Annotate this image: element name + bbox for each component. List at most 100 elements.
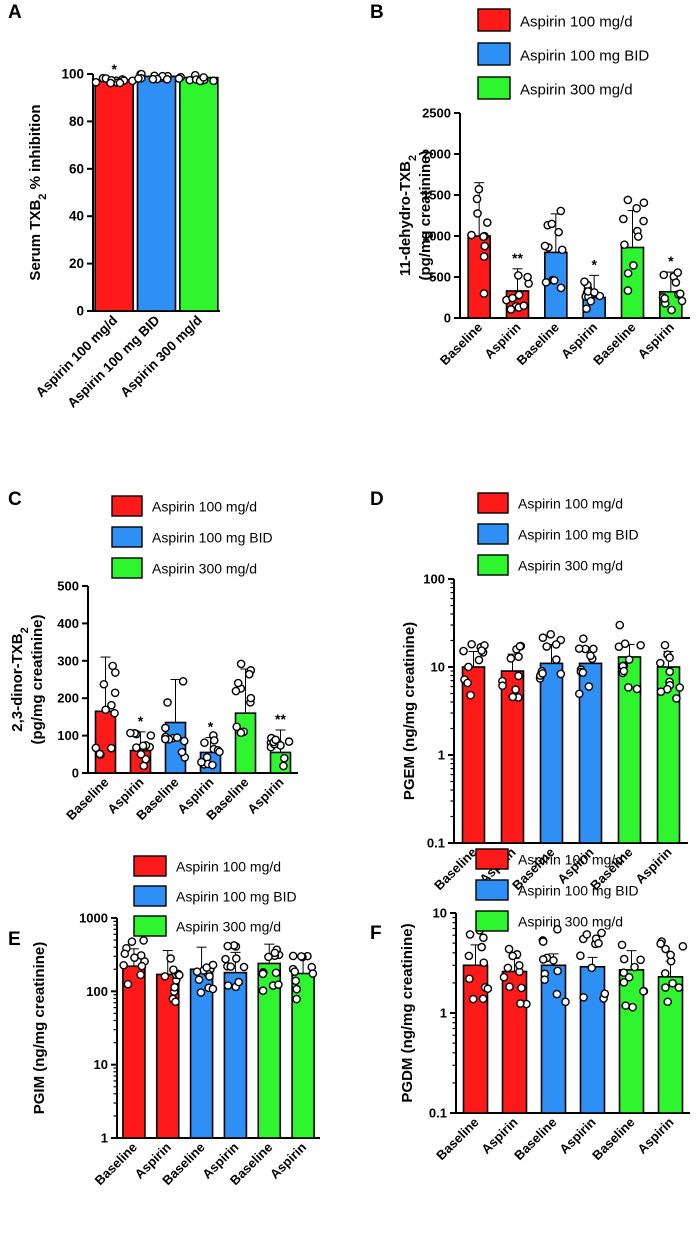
data-point bbox=[178, 677, 188, 686]
data-point bbox=[549, 956, 558, 965]
bar bbox=[461, 666, 486, 844]
data-point bbox=[508, 293, 517, 303]
data-point bbox=[540, 975, 549, 984]
y-tick-label: 300 bbox=[57, 653, 79, 668]
y-tick-label: 1500 bbox=[422, 188, 451, 203]
significance-marker: ** bbox=[512, 250, 523, 266]
legend-label: Aspirin 100 mg BID bbox=[152, 530, 273, 546]
y-tick-label: 500 bbox=[429, 270, 451, 285]
bar bbox=[136, 75, 177, 312]
data-point bbox=[161, 723, 170, 733]
data-point bbox=[551, 655, 561, 664]
data-point bbox=[584, 682, 594, 691]
data-point bbox=[540, 241, 550, 251]
data-point bbox=[619, 954, 629, 964]
data-point bbox=[107, 700, 116, 710]
data-point bbox=[579, 634, 588, 644]
y-tick-label: 100 bbox=[61, 67, 84, 82]
data-point bbox=[576, 951, 585, 961]
data-point bbox=[132, 743, 141, 752]
data-point bbox=[160, 734, 170, 744]
data-point bbox=[639, 198, 649, 208]
legend-swatch bbox=[111, 557, 143, 579]
data-point bbox=[179, 736, 189, 746]
legend: Aspirin 100 mg/d Aspirin 100 mg BID Aspiri… bbox=[475, 848, 639, 932]
data-point bbox=[556, 206, 566, 216]
bar bbox=[257, 962, 282, 1139]
data-point bbox=[630, 962, 639, 972]
y-tick-label: 0 bbox=[76, 304, 84, 319]
x-tick-label: Baseline bbox=[590, 320, 638, 368]
panel-d: D 0.1 1 10 100 PGEM (ng/mg creatinine) Baselin… bbox=[370, 489, 688, 893]
data-point bbox=[557, 245, 567, 255]
data-point bbox=[508, 692, 518, 702]
data-point bbox=[656, 939, 665, 949]
data-point bbox=[579, 993, 588, 1002]
y-tick-label: 1000 bbox=[79, 911, 108, 926]
legend-label: Aspirin 300 mg/d bbox=[520, 82, 633, 99]
bar bbox=[500, 670, 525, 844]
y-tick-label: 500 bbox=[57, 579, 79, 594]
legend-swatch bbox=[477, 554, 509, 576]
data-point bbox=[120, 949, 130, 959]
y-tick-label: 0.1 bbox=[429, 1106, 447, 1121]
legend-swatch bbox=[111, 495, 143, 517]
y-tick-label: 60 bbox=[69, 161, 84, 176]
x-tick-label: Aspirin bbox=[635, 319, 677, 361]
data-point bbox=[194, 975, 204, 985]
y-tick-label: 0 bbox=[72, 766, 79, 781]
data-point bbox=[538, 633, 548, 642]
panel-label: A bbox=[8, 2, 22, 23]
data-point bbox=[467, 230, 476, 240]
data-point bbox=[200, 738, 209, 748]
legend: Aspirin 100 mg/d Aspirin 100 mg BID Aspiri… bbox=[477, 8, 649, 100]
y-axis-label: PGEM (ng/mg creatinine) bbox=[401, 622, 418, 800]
data-point bbox=[127, 937, 137, 946]
data-point bbox=[665, 653, 674, 662]
data-point bbox=[271, 735, 280, 745]
data-point bbox=[660, 640, 670, 650]
data-point bbox=[292, 994, 301, 1004]
data-point bbox=[91, 743, 101, 753]
data-point bbox=[503, 963, 513, 973]
bar bbox=[122, 965, 146, 1139]
data-point bbox=[589, 644, 598, 654]
bar bbox=[501, 970, 528, 1114]
x-tick-label: Baseline bbox=[431, 845, 479, 893]
data-point bbox=[106, 78, 115, 88]
data-point bbox=[519, 301, 529, 311]
data-point bbox=[617, 940, 627, 950]
legend-swatch bbox=[477, 42, 511, 66]
panel-a: A 0 20 40 60 80 100 Serum TXB2 % inhibition * Asp… bbox=[8, 2, 220, 411]
data-point bbox=[466, 690, 475, 700]
data-point bbox=[171, 997, 180, 1007]
data-point bbox=[624, 972, 634, 982]
legend-label: Aspirin 300 mg/d bbox=[152, 561, 257, 577]
data-point bbox=[619, 666, 629, 676]
data-point bbox=[111, 668, 120, 677]
data-point bbox=[472, 194, 482, 204]
data-point bbox=[468, 994, 478, 1004]
data-point bbox=[480, 241, 490, 251]
data-point bbox=[594, 938, 603, 948]
data-point bbox=[479, 933, 488, 943]
panel-label: E bbox=[8, 929, 21, 950]
data-point bbox=[661, 983, 670, 992]
data-point bbox=[671, 278, 681, 287]
data-point bbox=[134, 74, 143, 83]
data-point bbox=[620, 639, 630, 648]
data-point bbox=[620, 240, 629, 250]
data-point bbox=[667, 305, 676, 315]
y-axis-label-main: 11-dehydro-TXB bbox=[397, 161, 414, 276]
legend-label: Aspirin 100 mg BID bbox=[176, 889, 297, 905]
y-tick-label: 100 bbox=[423, 572, 445, 587]
data-point bbox=[665, 667, 675, 677]
y-tick-label: 40 bbox=[69, 209, 84, 224]
data-point bbox=[556, 283, 566, 293]
data-point bbox=[106, 743, 116, 753]
data-point bbox=[284, 737, 294, 746]
legend-label: Aspirin 300 mg/d bbox=[518, 914, 623, 930]
y-tick-label: 200 bbox=[57, 691, 79, 706]
data-point bbox=[459, 646, 468, 656]
data-point bbox=[499, 972, 509, 982]
